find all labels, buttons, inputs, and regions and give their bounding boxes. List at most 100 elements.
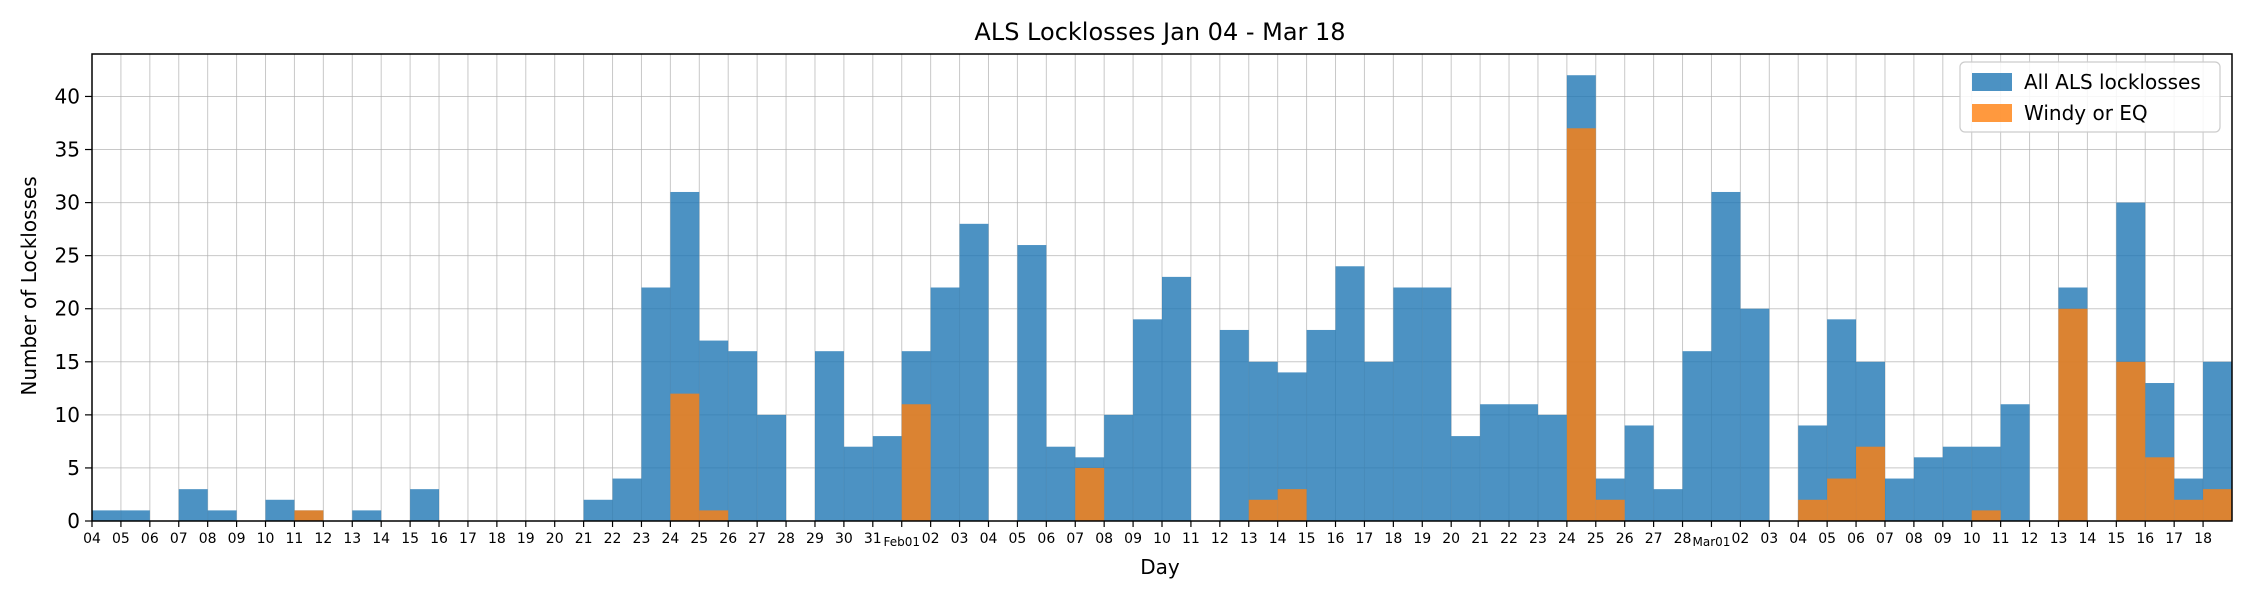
y-axis: 0 5 10 15 20 25 30 35 40 xyxy=(55,84,92,533)
bar-windy-or-eq xyxy=(1827,478,1857,521)
x-tick-label: 17 xyxy=(2165,531,2183,547)
bar-all-als-locklosses xyxy=(1653,489,1683,521)
x-tick-label: 06 xyxy=(141,531,159,547)
legend-frame xyxy=(1959,61,2221,133)
x-tick-label: 27 xyxy=(748,531,766,547)
x-tick-label: 22 xyxy=(1500,531,1518,547)
bar-all-als-locklosses xyxy=(1711,191,1741,521)
y-tick-label: 30 xyxy=(55,191,80,215)
y-tick-label: 15 xyxy=(55,350,80,374)
bar-windy-or-eq xyxy=(1856,446,1885,521)
bar-all-als-locklosses xyxy=(959,223,989,521)
x-tick-label: 11 xyxy=(1992,531,2010,547)
bar-windy-or-eq xyxy=(2058,308,2088,521)
x-tick-label: 04 xyxy=(980,531,998,547)
x-tick-label: 23 xyxy=(633,531,651,547)
bars xyxy=(92,75,2232,522)
bar-all-als-locklosses xyxy=(1046,446,1076,521)
bar-windy-or-eq xyxy=(2203,489,2232,521)
x-tick-label: 07 xyxy=(1066,531,1084,547)
bar-all-als-locklosses xyxy=(1422,287,1452,521)
x-tick-label: 25 xyxy=(690,531,708,547)
bar-all-als-locklosses xyxy=(757,414,787,521)
x-tick-label: 14 xyxy=(2078,531,2096,547)
x-tick-label: 10 xyxy=(1963,531,1981,547)
y-tick-label: 35 xyxy=(55,138,80,162)
bar-windy-or-eq xyxy=(294,510,324,521)
bar-all-als-locklosses xyxy=(1133,319,1162,521)
x-tick-label: 06 xyxy=(1847,531,1865,547)
x-tick-label: 24 xyxy=(1558,531,1576,547)
x-tick-label: 18 xyxy=(2194,531,2212,547)
legend-label-all-als-locklosses: All ALS locklosses xyxy=(2024,70,2201,94)
y-axis-label: Number of Locklosses xyxy=(17,176,41,395)
bar-all-als-locklosses xyxy=(352,510,382,521)
bar-all-als-locklosses xyxy=(641,287,671,521)
bar-windy-or-eq xyxy=(1566,128,1596,521)
bar-all-als-locklosses xyxy=(1162,276,1191,521)
x-tick-label: 21 xyxy=(1471,531,1489,547)
x-tick-label: 28 xyxy=(1674,531,1692,547)
bar-all-als-locklosses xyxy=(1884,478,1914,521)
y-tick-label: 0 xyxy=(67,509,80,533)
bar-all-als-locklosses xyxy=(1913,457,1943,521)
bar-all-als-locklosses xyxy=(207,510,237,521)
x-tick-label: 27 xyxy=(1645,531,1663,547)
bar-windy-or-eq xyxy=(2116,361,2146,521)
bar-all-als-locklosses xyxy=(612,478,642,521)
bar-all-als-locklosses xyxy=(1017,245,1047,521)
legend-swatch-all-als-locklosses xyxy=(1972,73,2012,91)
x-tick-label: 19 xyxy=(1413,531,1431,547)
bar-windy-or-eq xyxy=(901,404,931,521)
y-tick-label: 25 xyxy=(55,244,80,268)
bar-windy-or-eq xyxy=(1277,489,1307,521)
x-tick-label: 15 xyxy=(401,531,419,547)
bar-all-als-locklosses xyxy=(410,489,440,521)
x-tick-label: 11 xyxy=(1182,531,1200,547)
bar-all-als-locklosses xyxy=(930,287,960,521)
x-axis-label: Day xyxy=(1140,555,1180,579)
x-tick-label: 17 xyxy=(459,531,477,547)
bar-windy-or-eq xyxy=(699,510,729,521)
x-tick-label: 09 xyxy=(228,531,246,547)
x-tick-label: 12 xyxy=(2021,531,2039,547)
x-tick-label: 16 xyxy=(2136,531,2154,547)
bar-windy-or-eq xyxy=(1971,510,2001,521)
x-tick-label: 14 xyxy=(1269,531,1287,547)
bar-all-als-locklosses xyxy=(1682,351,1712,521)
x-tick-label: 30 xyxy=(835,531,853,547)
bar-windy-or-eq xyxy=(1798,499,1828,521)
x-tick-label: 20 xyxy=(1442,531,1460,547)
bar-all-als-locklosses xyxy=(583,499,613,521)
bar-all-als-locklosses xyxy=(1306,329,1336,521)
x-tick-label: 24 xyxy=(661,531,679,547)
x-tick-label: 09 xyxy=(1934,531,1952,547)
x-tick-label: 13 xyxy=(2050,531,2068,547)
bar-all-als-locklosses xyxy=(92,510,121,521)
x-tick-label: 25 xyxy=(1587,531,1605,547)
x-tick-label: 03 xyxy=(951,531,969,547)
x-tick-label: 15 xyxy=(1298,531,1316,547)
bar-all-als-locklosses xyxy=(1451,436,1481,521)
bar-all-als-locklosses xyxy=(1219,329,1249,521)
x-tick-label: 19 xyxy=(517,531,535,547)
x-tick-label: 05 xyxy=(1008,531,1026,547)
x-tick-label: 11 xyxy=(286,531,304,547)
bar-windy-or-eq xyxy=(1075,467,1105,521)
x-tick-label: 16 xyxy=(430,531,448,547)
x-tick-label: 02 xyxy=(1731,531,1749,547)
bar-all-als-locklosses xyxy=(699,340,729,521)
x-tick-label: 07 xyxy=(170,531,188,547)
legend: All ALS locklosses Windy or EQ xyxy=(1959,61,2221,133)
x-tick-label: 06 xyxy=(1037,531,1055,547)
x-tick-label: 22 xyxy=(604,531,622,547)
x-tick-label: 08 xyxy=(199,531,217,547)
bar-all-als-locklosses xyxy=(1335,266,1365,521)
bar-all-als-locklosses xyxy=(2000,404,2030,521)
x-axis: 04 05 06 07 08 09 10 11 12 13 14 15 16 17 18 19 20 21 22 23… xyxy=(83,521,2212,549)
x-tick-label: 09 xyxy=(1124,531,1142,547)
bar-windy-or-eq xyxy=(1248,499,1278,521)
bar-all-als-locklosses xyxy=(1740,308,1770,521)
